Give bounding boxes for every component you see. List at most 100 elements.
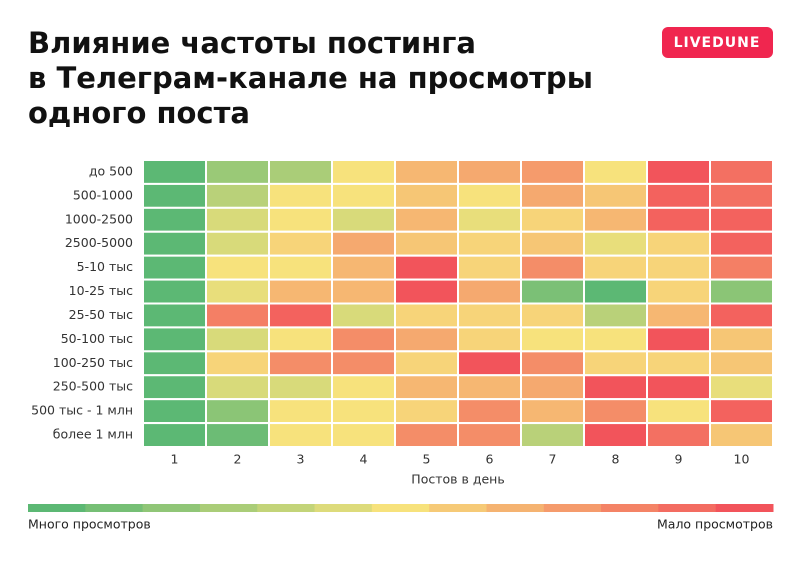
heat-cell	[331, 350, 396, 377]
heat-cell	[646, 398, 711, 425]
heat-cell	[205, 350, 270, 377]
legend-swatch	[486, 504, 545, 512]
heat-cell	[457, 374, 522, 401]
y-tick-label: 10-25 тыс	[69, 283, 133, 298]
heat-cell	[583, 374, 648, 401]
heat-cell	[457, 206, 522, 233]
heat-cell	[583, 206, 648, 233]
heat-cell	[142, 326, 207, 353]
heat-cell	[394, 230, 459, 257]
heat-cell	[268, 302, 333, 329]
heat-cell	[457, 350, 522, 377]
heat-cell	[646, 326, 711, 353]
heat-cell	[520, 398, 585, 425]
heat-cell	[646, 159, 711, 185]
heat-cell	[457, 254, 522, 281]
heat-cell	[646, 182, 711, 209]
heat-cell	[394, 254, 459, 281]
heat-cell	[457, 422, 522, 449]
heat-cell	[331, 326, 396, 353]
x-tick-label: 9	[675, 452, 683, 467]
heat-cell	[709, 206, 774, 233]
heat-cell	[268, 254, 333, 281]
heat-cell	[646, 350, 711, 377]
heat-cell	[268, 398, 333, 425]
legend-high: Мало просмотров	[657, 517, 773, 532]
y-tick-label: 500-1000	[73, 187, 133, 202]
heat-cell	[457, 159, 522, 185]
heat-cell	[205, 422, 270, 449]
brand-badge	[662, 27, 773, 58]
heat-cell	[142, 422, 207, 449]
heat-cell	[268, 159, 333, 185]
heat-cell	[457, 278, 522, 305]
heat-cell	[268, 350, 333, 377]
heat-cell	[709, 182, 774, 209]
y-tick-label: 50-100 тыс	[61, 331, 133, 346]
heat-cell	[394, 350, 459, 377]
x-axis-label: Постов в день	[411, 472, 504, 487]
heat-cell	[520, 206, 585, 233]
legend-swatch	[28, 504, 86, 512]
heat-cell	[457, 398, 522, 425]
heat-cell	[646, 206, 711, 233]
heat-cell	[520, 326, 585, 353]
heat-cell	[520, 350, 585, 377]
heat-cell	[709, 159, 774, 185]
heat-cell	[205, 302, 270, 329]
y-tick-label: до 500	[89, 163, 133, 178]
heat-cell	[331, 182, 396, 209]
heat-cell	[709, 422, 774, 449]
heat-cell	[142, 230, 207, 257]
heat-cell	[646, 302, 711, 329]
legend-low: Много просмотров	[28, 517, 151, 532]
heat-cell	[394, 182, 459, 209]
legend-swatch	[601, 504, 659, 512]
heat-cell	[646, 254, 711, 281]
heat-cell	[394, 398, 459, 425]
y-tick-label: 1000-2500	[65, 211, 133, 226]
heat-cell	[583, 422, 648, 449]
heat-cell	[331, 230, 396, 257]
chart-title: Влияние частоты постинга	[28, 26, 476, 60]
legend-swatch	[429, 504, 487, 512]
heat-cell	[394, 302, 459, 329]
heat-cell	[646, 374, 711, 401]
heat-cell	[268, 230, 333, 257]
heat-cell	[142, 254, 207, 281]
heat-cell	[268, 374, 333, 401]
heat-cell	[142, 374, 207, 401]
y-tick-label: 100-250 тыс	[53, 355, 133, 370]
heat-cell	[583, 398, 648, 425]
heat-cell	[394, 278, 459, 305]
heat-cell	[583, 278, 648, 305]
heat-cell	[520, 302, 585, 329]
y-tick-label: 5-10 тыс	[77, 259, 133, 274]
heat-cell	[709, 278, 774, 305]
heat-cell	[520, 422, 585, 449]
x-tick-label: 7	[549, 452, 557, 467]
legend-swatch	[314, 504, 373, 512]
heat-cell	[331, 374, 396, 401]
x-tick-label: 6	[486, 452, 494, 467]
heat-cell	[142, 182, 207, 209]
heat-cell	[142, 302, 207, 329]
heat-cell	[394, 159, 459, 185]
chart-title: одного поста	[28, 96, 250, 130]
chart-title: в Телеграм-канале на просмотры	[28, 61, 593, 95]
heat-cell	[331, 398, 396, 425]
heat-cell	[331, 422, 396, 449]
heat-cell	[457, 230, 522, 257]
heat-cell	[142, 398, 207, 425]
heat-cell	[457, 182, 522, 209]
heat-cell	[205, 254, 270, 281]
heat-cell	[520, 159, 585, 185]
heat-cell	[394, 206, 459, 233]
heat-cell	[709, 326, 774, 353]
heat-cell	[205, 182, 270, 209]
heat-cell	[583, 254, 648, 281]
heat-cell	[583, 230, 648, 257]
heat-cell	[142, 206, 207, 233]
legend-swatch	[658, 504, 717, 512]
